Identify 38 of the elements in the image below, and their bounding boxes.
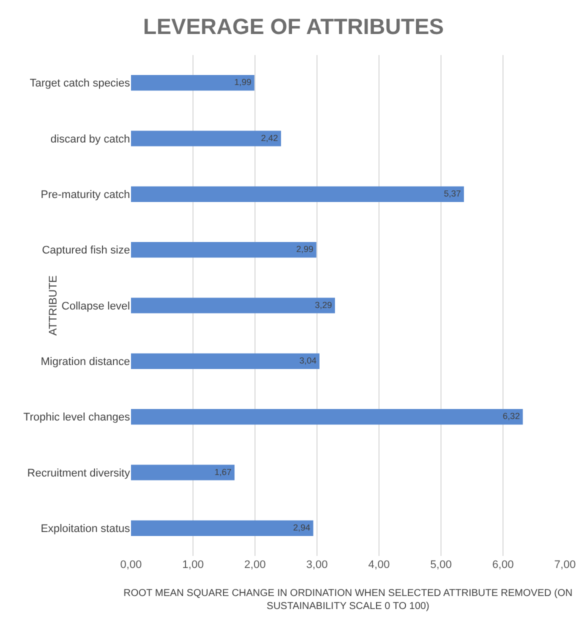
x-tick-label: 4,00	[368, 559, 390, 571]
data-label: 2,42	[260, 132, 278, 143]
x-tick-label: 2,00	[244, 559, 266, 571]
bar	[131, 409, 523, 425]
x-tick-label: 5,00	[430, 559, 452, 571]
data-label: 6,32	[502, 411, 520, 422]
data-label: 3,04	[299, 356, 317, 366]
data-label: 5,37	[444, 188, 462, 199]
data-label: 2,94	[293, 522, 310, 533]
data-label: 1,67	[214, 466, 232, 477]
x-tick-label: 1,00	[182, 559, 204, 571]
y-tick-label: Pre-maturity catch	[40, 189, 130, 202]
data-label: 2,99	[296, 244, 314, 254]
y-tick-label: Captured fish size	[42, 244, 130, 257]
bar	[131, 242, 316, 258]
bar	[131, 353, 320, 369]
x-axis-title: ROOT MEAN SQUARE CHANGE IN ORDINATION WHEN SELECTED ATTRIBUTE REMOVED (ON SUSTAINABILITY SCALE 0 TO 100)	[124, 588, 572, 612]
x-tick-label: 0,00	[120, 559, 142, 571]
y-tick-label: Target catch species	[30, 78, 130, 90]
y-tick-label: discard by catch	[50, 133, 130, 146]
x-tick-label: 6,00	[492, 559, 514, 571]
x-tick-label: 7,00	[554, 559, 576, 571]
bar	[131, 186, 464, 202]
y-tick-label: Migration distance	[40, 356, 130, 368]
bar	[131, 298, 335, 314]
y-tick-label: Trophic level changes	[23, 412, 130, 424]
y-tick-label: Collapse level	[62, 300, 130, 312]
x-tick-label: 3,00	[306, 559, 328, 571]
bar	[131, 130, 282, 146]
y-tick-label: Recruitment diversity	[27, 467, 130, 480]
chart-title: LEVERAGE OF ATTRIBUTES	[143, 14, 444, 40]
y-axis-title: ATTRIBUTE	[48, 275, 60, 336]
bar	[131, 464, 235, 480]
bar	[131, 75, 254, 91]
y-tick-label: Exploitation status	[40, 523, 130, 536]
bar	[131, 520, 314, 536]
data-label: 3,29	[314, 300, 332, 310]
data-label: 1,99	[234, 77, 252, 88]
